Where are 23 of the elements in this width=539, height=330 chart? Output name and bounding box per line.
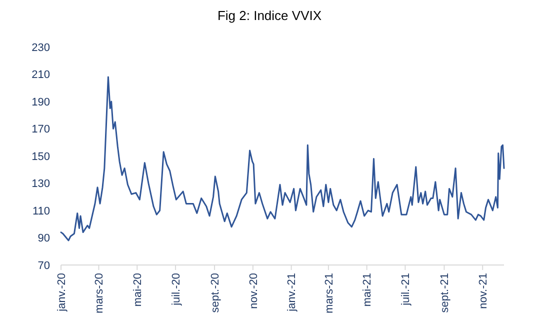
y-tick-label: 170	[32, 124, 50, 136]
x-tick-label: janv.-20	[56, 273, 68, 312]
line-series	[60, 76, 505, 242]
y-tick-label: 150	[32, 150, 50, 163]
x-tick-label: janv.-21	[286, 273, 298, 312]
chart-title: Fig 2: Indice VVIX	[217, 8, 322, 23]
x-tick-label: mars-20	[94, 273, 106, 314]
x-tick-label: juil.-20	[170, 273, 182, 306]
y-tick-label: 230	[32, 42, 50, 54]
y-tick-label: 190	[32, 96, 50, 108]
y-tick-label: 90	[38, 232, 50, 245]
x-tick-label: sept.-21	[439, 273, 452, 313]
y-tick-label: 210	[32, 69, 50, 82]
x-tick-label: juil.-21	[400, 273, 412, 306]
x-tick-label: mars-21	[323, 273, 336, 314]
x-tick-label: mai-20	[132, 273, 144, 307]
y-tick-label: 130	[32, 178, 50, 190]
x-tick-label: nov.-20	[248, 273, 260, 309]
x-tick-label: sept.-20	[209, 273, 222, 313]
x-tick-label: mai-21	[362, 273, 374, 307]
y-tick-label: 70	[38, 260, 50, 272]
y-tick-label: 110	[32, 205, 50, 218]
x-tick-label: nov.-21	[477, 273, 490, 309]
